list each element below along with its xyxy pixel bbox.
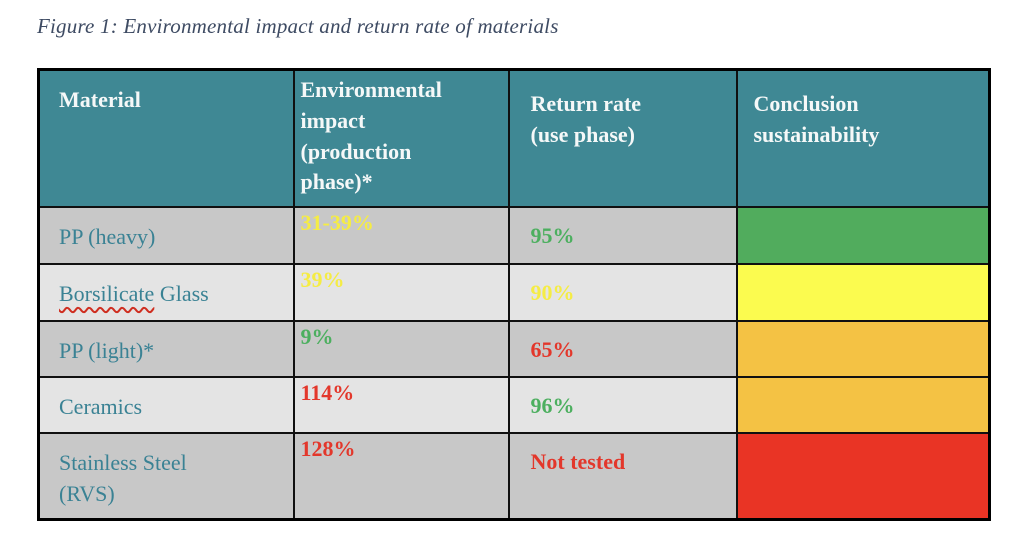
table-row: PP (heavy) 31-39% 95% xyxy=(37,205,991,265)
table-row: Borsilicate Glass 39% 90% xyxy=(37,262,991,322)
material-name: PP (light)* xyxy=(37,319,295,378)
material-name: Stainless Steel (RVS) xyxy=(37,431,295,521)
material-name: Borsilicate Glass xyxy=(37,262,295,322)
return-rate-value: 95% xyxy=(507,205,738,265)
material-name-rest: Glass xyxy=(154,280,209,306)
return-rate-value: 65% xyxy=(507,319,738,378)
header-return-rate: Return rate (use phase) xyxy=(507,68,738,208)
conclusion-color-cell xyxy=(735,262,991,322)
table-row: Ceramics 114% 96% xyxy=(37,375,991,434)
header-environmental-impact: Environmental impact (production phase)* xyxy=(292,68,510,208)
impact-value: 114% xyxy=(292,375,510,434)
table-row: Stainless Steel (RVS) 128% Not tested xyxy=(37,431,991,521)
materials-table: Material Environmental impact (productio… xyxy=(37,68,991,521)
header-conclusion-sustainability: Conclusion sustainability xyxy=(735,68,991,208)
impact-value: 9% xyxy=(292,319,510,378)
conclusion-color-cell xyxy=(735,205,991,265)
conclusion-color-cell xyxy=(735,319,991,378)
material-name: Ceramics xyxy=(37,375,295,434)
header-material: Material xyxy=(37,68,295,208)
material-name: PP (heavy) xyxy=(37,205,295,265)
conclusion-color-cell xyxy=(735,431,991,521)
figure-caption: Figure 1: Environmental impact and retur… xyxy=(37,14,559,38)
return-rate-value: Not tested xyxy=(507,431,738,521)
impact-value: 39% xyxy=(292,262,510,322)
misspelled-word: Borsilicate xyxy=(59,280,155,306)
table-header-row: Material Environmental impact (productio… xyxy=(37,68,991,208)
impact-value: 128% xyxy=(292,431,510,521)
table-row: PP (light)* 9% 65% xyxy=(37,319,991,378)
return-rate-value: 90% xyxy=(507,262,738,322)
conclusion-color-cell xyxy=(735,375,991,434)
impact-value: 31-39% xyxy=(292,205,510,265)
return-rate-value: 96% xyxy=(507,375,738,434)
